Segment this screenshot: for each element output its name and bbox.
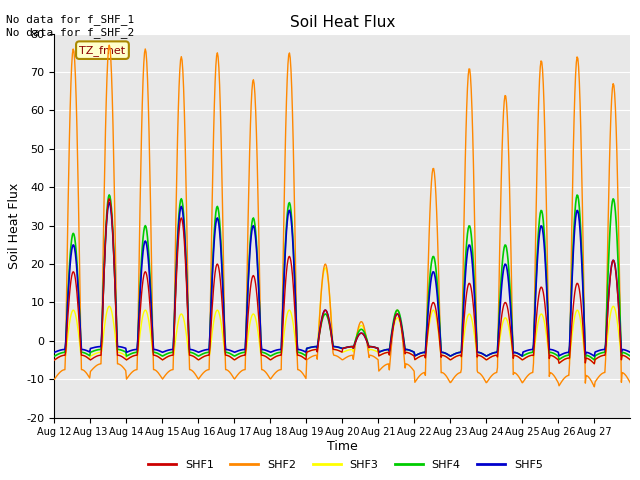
X-axis label: Time: Time — [327, 440, 358, 453]
Text: TZ_fmet: TZ_fmet — [79, 45, 125, 56]
Legend: SHF1, SHF2, SHF3, SHF4, SHF5: SHF1, SHF2, SHF3, SHF4, SHF5 — [144, 456, 547, 474]
Title: Soil Heat Flux: Soil Heat Flux — [290, 15, 395, 30]
Text: No data for f_SHF_1
No data for f_SHF_2: No data for f_SHF_1 No data for f_SHF_2 — [6, 14, 134, 38]
Y-axis label: Soil Heat Flux: Soil Heat Flux — [8, 182, 21, 269]
